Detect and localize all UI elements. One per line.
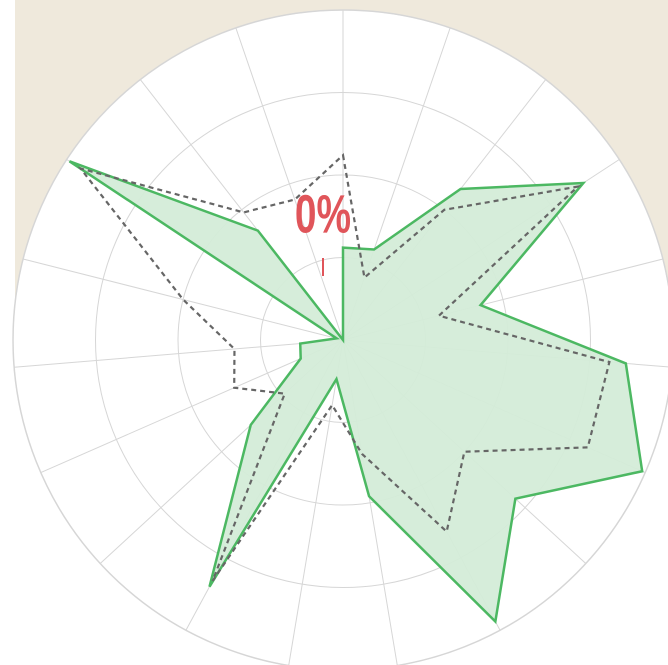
spoke [235, 27, 344, 341]
spoke [14, 339, 344, 368]
spoke [40, 339, 344, 474]
spoke [22, 258, 344, 341]
annotation-group: 0% [295, 183, 351, 244]
series-area [68, 160, 644, 625]
spoke [288, 339, 344, 665]
annotation: 0% [295, 183, 351, 244]
series-area [77, 153, 611, 582]
marks [68, 153, 644, 625]
